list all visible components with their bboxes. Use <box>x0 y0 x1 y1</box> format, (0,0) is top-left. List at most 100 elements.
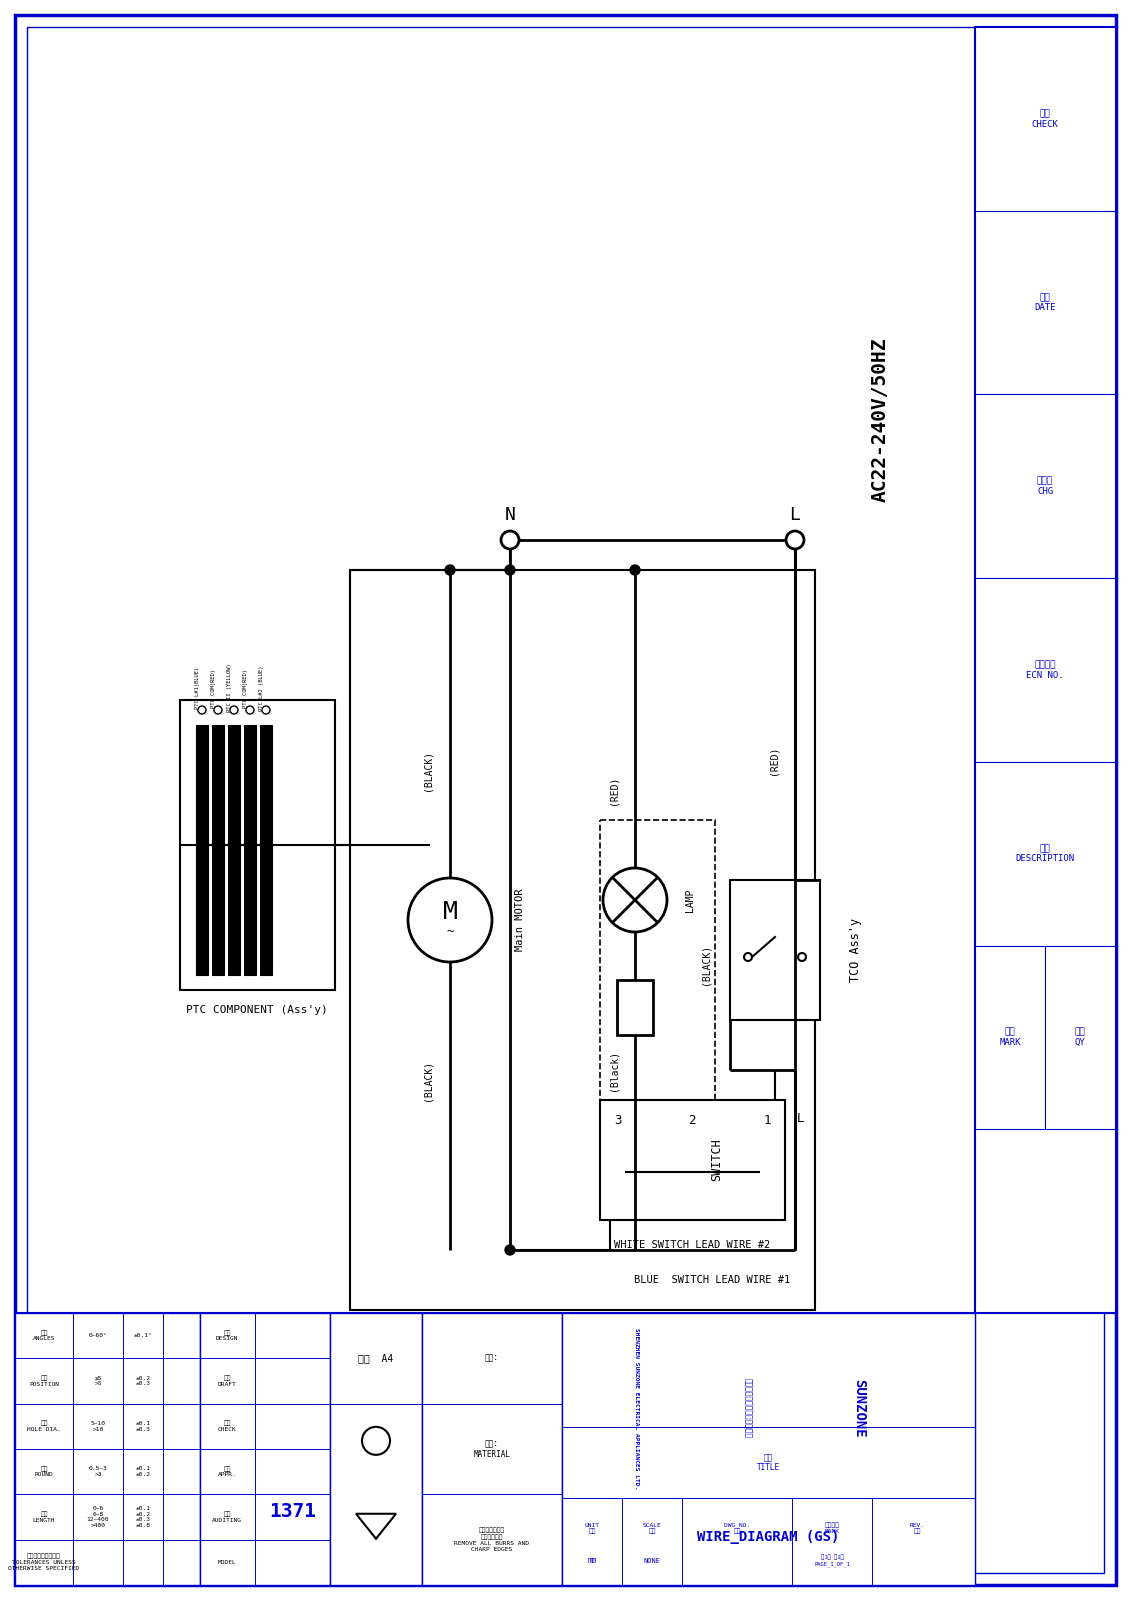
Bar <box>975 27 1116 1314</box>
Text: 材料:
MATERIAL: 材料: MATERIAL <box>474 1440 510 1459</box>
Bar <box>349 570 815 1310</box>
Text: REV.
版号: REV. 版号 <box>909 1523 924 1534</box>
Text: ±0.1
±0.2
±0.3
±0.8: ±0.1 ±0.2 ±0.3 ±0.8 <box>136 1506 150 1528</box>
Text: BLUE  SWITCH LEAD WIRE #1: BLUE SWITCH LEAD WIRE #1 <box>633 1275 791 1285</box>
Text: 日期
DATE: 日期 DATE <box>1034 293 1055 312</box>
Text: SUNZONE: SUNZONE <box>853 1379 866 1437</box>
Text: L: L <box>789 506 801 525</box>
Bar <box>422 1314 562 1586</box>
Text: 位置
POSITION: 位置 POSITION <box>29 1376 59 1387</box>
Text: 名称
TITLE: 名称 TITLE <box>757 1453 779 1472</box>
Bar <box>330 1314 422 1586</box>
Text: 5~10
>10: 5~10 >10 <box>90 1421 105 1432</box>
Circle shape <box>630 565 640 574</box>
Text: 长度
LENGTH: 长度 LENGTH <box>33 1512 55 1523</box>
Text: ±0.1
±0.3: ±0.1 ±0.3 <box>136 1421 150 1432</box>
Circle shape <box>362 1427 390 1454</box>
Text: NONE: NONE <box>644 1558 661 1563</box>
Text: 0.5~3
>3: 0.5~3 >3 <box>88 1466 107 1477</box>
Text: (BLACK): (BLACK) <box>700 944 710 984</box>
Text: 更改
AUDITING: 更改 AUDITING <box>211 1512 242 1523</box>
Circle shape <box>744 954 752 962</box>
Bar <box>180 701 335 990</box>
Circle shape <box>262 706 270 714</box>
Text: 制图
DESIGN: 制图 DESIGN <box>216 1330 239 1341</box>
Text: SCALE
比例: SCALE 比例 <box>642 1523 662 1534</box>
Text: N: N <box>504 506 516 525</box>
Text: M: M <box>442 899 458 925</box>
Text: PTC II (YELLOW): PTC II (YELLOW) <box>227 664 232 712</box>
Text: (BLACK): (BLACK) <box>423 749 433 790</box>
Bar <box>196 725 208 974</box>
Text: L: L <box>796 1112 804 1125</box>
Text: 图纸  A4: 图纸 A4 <box>359 1354 394 1363</box>
Circle shape <box>506 1245 515 1254</box>
Text: ±0.1°: ±0.1° <box>133 1333 153 1338</box>
Text: mm: mm <box>587 1557 597 1565</box>
Text: (Black): (Black) <box>608 1050 618 1091</box>
Circle shape <box>798 954 806 962</box>
Text: 图样标记
MARK: 图样标记 MARK <box>824 1523 839 1534</box>
Text: PTC L#1(BLUE): PTC L#1(BLUE) <box>195 667 200 709</box>
Text: 孔径
HOLE DIA.: 孔径 HOLE DIA. <box>27 1421 61 1432</box>
Bar <box>244 725 256 974</box>
Text: 规格容限特别规定下
TOLERANCES UNLESS
OTHERWISE SPECIFIED: 规格容限特别规定下 TOLERANCES UNLESS OTHERWISE SP… <box>8 1554 79 1571</box>
Text: 2: 2 <box>689 1114 696 1126</box>
Bar <box>228 725 240 974</box>
Text: 设计
DRAFT: 设计 DRAFT <box>217 1376 236 1387</box>
Circle shape <box>247 706 254 714</box>
Circle shape <box>444 565 455 574</box>
Text: 深圳市尚朝电器实业有限公司: 深圳市尚朝电器实业有限公司 <box>743 1378 752 1438</box>
Text: 核对
CHECK: 核对 CHECK <box>217 1421 236 1432</box>
Text: 批准
APPR.: 批准 APPR. <box>217 1466 236 1477</box>
Text: Main MOTOR: Main MOTOR <box>515 888 525 952</box>
Text: (RED): (RED) <box>608 776 618 805</box>
Circle shape <box>501 531 519 549</box>
Text: AC22-240V/50HZ: AC22-240V/50HZ <box>871 338 889 502</box>
Text: PTC COMPONENT (Ass'y): PTC COMPONENT (Ass'y) <box>187 1005 328 1014</box>
Text: 第1页 共1页
PAGE_1_OF_1: 第1页 共1页 PAGE_1_OF_1 <box>814 1555 849 1566</box>
Text: 3: 3 <box>614 1114 622 1126</box>
Text: (RED): (RED) <box>768 746 778 774</box>
Text: 更改单号
ECN NO.: 更改单号 ECN NO. <box>1026 661 1064 680</box>
Text: MODEL: MODEL <box>217 1560 236 1565</box>
Bar <box>729 880 820 1021</box>
Circle shape <box>786 531 804 549</box>
Bar <box>618 979 653 1035</box>
Bar <box>260 725 271 974</box>
Text: 内容
DESCRIPTION: 内容 DESCRIPTION <box>1016 845 1074 864</box>
Text: LAMP: LAMP <box>685 888 696 912</box>
Text: (BLACK): (BLACK) <box>423 1059 433 1101</box>
Text: 0~60°: 0~60° <box>88 1333 107 1338</box>
Text: ≤5
>5: ≤5 >5 <box>94 1376 102 1386</box>
Text: ±0.1
±0.2: ±0.1 ±0.2 <box>136 1466 150 1477</box>
Circle shape <box>408 878 492 962</box>
Text: 0~6
6~8
12~400
>400: 0~6 6~8 12~400 >400 <box>87 1506 110 1528</box>
Circle shape <box>603 867 667 931</box>
Bar <box>211 725 224 974</box>
Text: 去毛刺以及倒角
手触全以及传
REMOVE ALL BURRS AND
CHARP EDGES: 去毛刺以及倒角 手触全以及传 REMOVE ALL BURRS AND CHAR… <box>455 1528 529 1552</box>
Circle shape <box>506 565 515 574</box>
Text: 圆度
ROUND: 圆度 ROUND <box>35 1466 53 1477</box>
Text: 标记
MARK: 标记 MARK <box>1000 1027 1021 1046</box>
Text: 1: 1 <box>763 1114 770 1126</box>
Text: PTC COM(RED): PTC COM(RED) <box>243 669 248 707</box>
Text: 角度
ANGLES: 角度 ANGLES <box>33 1330 55 1341</box>
Text: WHITE SWITCH LEAD WIRE #2: WHITE SWITCH LEAD WIRE #2 <box>614 1240 770 1250</box>
Text: DWG NO.
图号: DWG NO. 图号 <box>724 1523 750 1534</box>
Text: ±0.2
±0.3: ±0.2 ±0.3 <box>136 1376 150 1386</box>
Text: 处理:: 处理: <box>485 1354 499 1363</box>
Text: PTC L#2 (BLUE): PTC L#2 (BLUE) <box>259 666 264 710</box>
Circle shape <box>198 706 206 714</box>
Text: UNIT
单位: UNIT 单位 <box>585 1523 599 1534</box>
Text: 更改者
CHG: 更改者 CHG <box>1037 477 1053 496</box>
Bar <box>601 819 715 1130</box>
Text: 核准
CHECK: 核准 CHECK <box>1031 109 1059 128</box>
Bar <box>15 1314 975 1586</box>
Circle shape <box>214 706 222 714</box>
Text: PTC COM(RED): PTC COM(RED) <box>211 669 216 707</box>
Bar <box>200 1314 330 1586</box>
Circle shape <box>230 706 238 714</box>
Text: 1371: 1371 <box>269 1502 317 1522</box>
Bar <box>15 1314 200 1586</box>
